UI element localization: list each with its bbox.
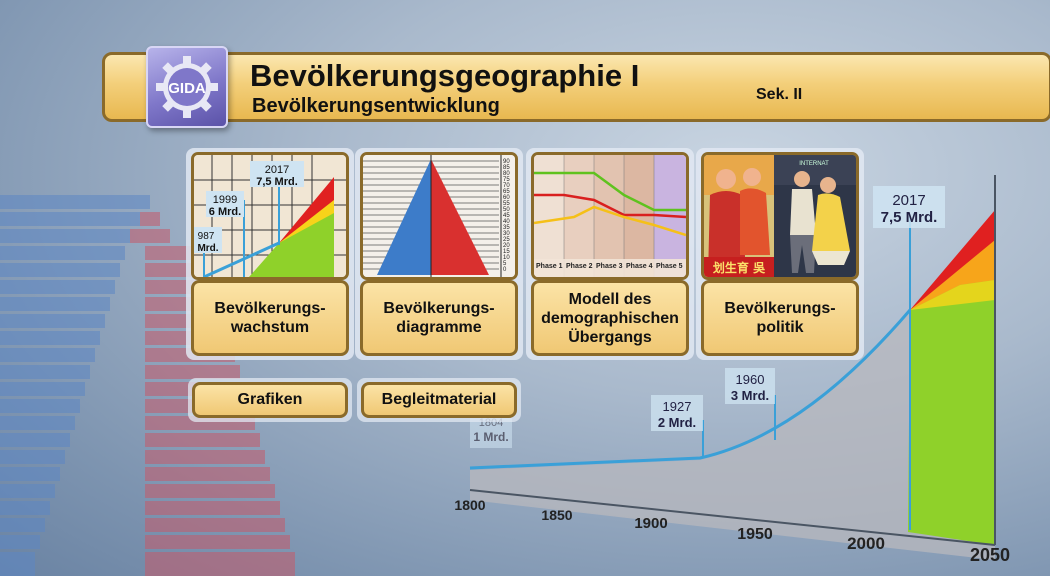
- page-title: Bevölkerungsgeographie I: [250, 58, 640, 93]
- x-tick-2050: 2050: [970, 545, 1010, 565]
- svg-text:90: 90: [503, 159, 510, 165]
- svg-text:Phase 2: Phase 2: [566, 263, 593, 270]
- card-bevoelkerungswachstum[interactable]: 2017 7,5 Mrd. 1999 6 Mrd. 987 Mrd. Bevöl…: [191, 152, 349, 356]
- svg-text:GIDA: GIDA: [168, 80, 206, 97]
- grafiken-button[interactable]: Grafiken: [192, 382, 348, 418]
- svg-text:1999: 1999: [213, 194, 237, 206]
- svg-text:Phase 3: Phase 3: [596, 263, 623, 270]
- svg-text:60: 60: [503, 195, 510, 201]
- annotation-2017-year: 2017: [892, 192, 925, 209]
- card-label: Bevölkerungs- diagramme: [360, 280, 518, 356]
- population-growth-chart-icon: 2017 7,5 Mrd. 1999 6 Mrd. 987 Mrd.: [191, 152, 349, 280]
- card-label: Modell des demographischen Übergangs: [531, 280, 689, 356]
- svg-text:Phase 5: Phase 5: [656, 263, 683, 270]
- svg-text:INTERNAT: INTERNAT: [799, 161, 829, 167]
- svg-text:55: 55: [503, 201, 510, 207]
- svg-text:80: 80: [503, 171, 510, 177]
- svg-text:20: 20: [503, 243, 510, 249]
- card-label: Bevölkerungs- wachstum: [191, 280, 349, 356]
- x-tick-1850: 1850: [541, 507, 572, 523]
- population-pyramid-icon: 90 85 80 75 70 65 60 55 50 45 40 35 30 25 20 15 …: [360, 152, 518, 280]
- x-tick-1800: 1800: [454, 497, 485, 513]
- x-tick-1950: 1950: [737, 526, 773, 543]
- svg-text:30: 30: [503, 231, 510, 237]
- annotation-1804-value: 1 Mrd.: [473, 430, 508, 444]
- annotation-1927-value: 2 Mrd.: [658, 415, 696, 430]
- svg-text:85: 85: [503, 165, 510, 171]
- svg-text:40: 40: [503, 219, 510, 225]
- svg-text:35: 35: [503, 225, 510, 231]
- svg-text:65: 65: [503, 189, 510, 195]
- svg-text:6 Mrd.: 6 Mrd.: [209, 206, 241, 218]
- propaganda-poster-icon: 划生育 吳 INTERNAT: [701, 152, 859, 280]
- svg-text:5: 5: [503, 261, 507, 267]
- svg-text:Phase 1: Phase 1: [536, 263, 563, 270]
- level-badge: Sek. II: [756, 86, 803, 103]
- card-label: Bevölkerungs- politik: [701, 280, 859, 356]
- begleitmaterial-button[interactable]: Begleitmaterial: [361, 382, 517, 418]
- card-demographischer-uebergang[interactable]: Phase 1 Phase 2 Phase 3 Phase 4 Phase 5 …: [531, 152, 689, 356]
- svg-text:0: 0: [503, 267, 507, 273]
- svg-text:Mrd.: Mrd.: [197, 243, 218, 254]
- x-tick-1900: 1900: [634, 515, 667, 532]
- card-bevoelkerungspolitik[interactable]: 划生育 吳 INTERNAT Bevölkerungs- politik: [701, 152, 859, 356]
- background-growth-chart: 2017 7,5 Mrd. 1960 3 Mrd. 1927 2 Mrd. 18…: [454, 175, 1010, 565]
- x-tick-2000: 2000: [847, 534, 885, 553]
- gear-icon: GIDA: [156, 56, 218, 118]
- page-subtitle: Bevölkerungsentwicklung: [252, 95, 500, 117]
- header-bar: [102, 52, 1050, 122]
- svg-text:75: 75: [503, 177, 510, 183]
- svg-text:7,5 Mrd.: 7,5 Mrd.: [256, 176, 298, 188]
- annotation-1960-year: 1960: [736, 372, 765, 387]
- gida-logo: GIDA: [146, 46, 228, 128]
- svg-text:划生育 吳: 划生育 吳: [713, 260, 766, 275]
- annotation-1960-value: 3 Mrd.: [731, 388, 769, 403]
- annotation-1927-year: 1927: [663, 399, 692, 414]
- svg-text:10: 10: [503, 255, 510, 261]
- svg-text:15: 15: [503, 249, 510, 255]
- svg-text:25: 25: [503, 237, 510, 243]
- svg-text:987: 987: [198, 231, 215, 242]
- demographic-transition-chart-icon: Phase 1 Phase 2 Phase 3 Phase 4 Phase 5: [531, 152, 689, 280]
- card-bevoelkerungsdiagramme[interactable]: 90 85 80 75 70 65 60 55 50 45 40 35 30 25 20 15 …: [360, 152, 518, 356]
- svg-text:50: 50: [503, 207, 510, 213]
- svg-text:2017: 2017: [265, 164, 289, 176]
- annotation-2017-value: 7,5 Mrd.: [881, 209, 938, 226]
- svg-text:Phase 4: Phase 4: [626, 263, 653, 270]
- background-pyramid: [0, 195, 295, 576]
- svg-text:45: 45: [503, 213, 510, 219]
- svg-text:70: 70: [503, 183, 510, 189]
